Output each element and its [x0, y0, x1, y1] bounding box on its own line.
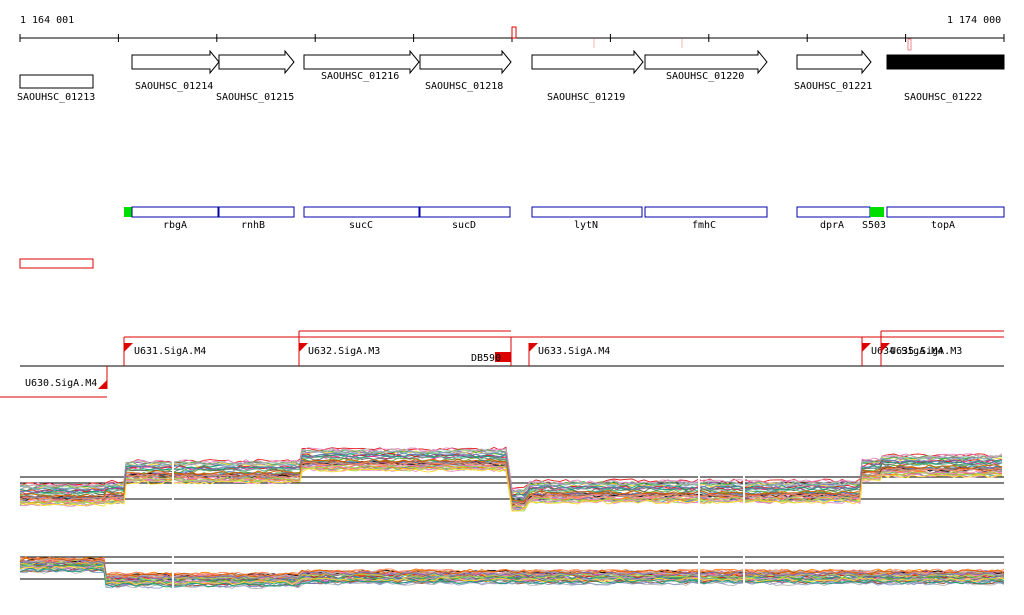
position-marker[interactable]	[907, 38, 912, 51]
tu-flag	[862, 343, 871, 352]
expression-trace	[19, 557, 1005, 578]
annotation-label: lytN	[574, 220, 598, 231]
gene-arrow[interactable]	[419, 49, 512, 75]
annotation-box[interactable]	[531, 206, 643, 218]
gene-label: SAOUHSC_01219	[547, 92, 625, 103]
gene-label: SAOUHSC_01220	[666, 71, 744, 82]
annotation-label: fmhC	[692, 220, 716, 231]
tu-flag	[124, 343, 133, 352]
gene-arrow[interactable]	[644, 49, 768, 75]
gene-arrow[interactable]	[303, 49, 420, 75]
gene-arrow[interactable]	[796, 49, 872, 75]
expression-trace	[19, 448, 1003, 494]
annotation-label: sucC	[349, 220, 373, 231]
gene-box-selected[interactable]	[886, 54, 1005, 70]
expression-trace	[19, 565, 1005, 586]
axis-start-label: 1 164 001	[20, 15, 74, 26]
gene-label: SAOUHSC_01214	[135, 81, 213, 92]
annotation-label: sucD	[452, 220, 476, 231]
panel-gap	[743, 548, 745, 615]
expression-trace	[19, 567, 1005, 588]
annotation-marker[interactable]	[124, 207, 132, 217]
gene-label: SAOUHSC_01221	[794, 81, 872, 92]
tu-flag	[299, 343, 308, 352]
annotation-box[interactable]	[303, 206, 420, 218]
expression-trace	[19, 561, 1005, 582]
coordinate-axis: 1 164 001 1 174 000	[19, 15, 1005, 51]
tu-label: U634.SigA.M4	[871, 346, 943, 357]
annotation-box-srna[interactable]	[870, 207, 884, 217]
gene-label: SAOUHSC_01215	[216, 92, 294, 103]
panel-gap	[698, 440, 700, 510]
panel-gap	[172, 440, 174, 510]
expression-trace	[19, 560, 1005, 580]
gene-arrow[interactable]	[131, 49, 220, 75]
annotation-track: rbgA rnhB sucC sucD lytN fmhC dprA S503 …	[124, 206, 1005, 231]
gene-label: SAOUHSC_01222	[904, 92, 982, 103]
annotation-label: S503	[862, 220, 886, 231]
expression-trace	[19, 452, 1003, 498]
annotation-box[interactable]	[886, 206, 1005, 218]
tu-flag	[881, 343, 890, 352]
tu-label: U630.SigA.M4	[25, 378, 97, 389]
annotation-box[interactable]	[796, 206, 871, 218]
annotation-box[interactable]	[218, 206, 295, 218]
gene-label: SAOUHSC_01213	[17, 92, 95, 103]
expression-trace	[19, 567, 1005, 588]
annotation-box[interactable]	[644, 206, 768, 218]
gene-box[interactable]	[19, 74, 94, 89]
gene-label: SAOUHSC_01218	[425, 81, 503, 92]
db-feature-box[interactable]	[495, 352, 511, 362]
panel-gap	[743, 440, 745, 510]
position-marker[interactable]	[511, 26, 517, 39]
annotation-label: topA	[931, 220, 955, 231]
tu-flag	[529, 343, 538, 352]
axis-end-label: 1 174 000	[947, 15, 1001, 26]
expression-trace	[19, 467, 1003, 512]
tu-label: DB590	[471, 353, 501, 364]
tu-flag	[98, 380, 107, 389]
annotation-box[interactable]	[419, 206, 511, 218]
expression-profile-panel	[19, 548, 1005, 615]
feature-box[interactable]	[19, 258, 94, 269]
gene-arrow[interactable]	[218, 49, 295, 75]
annotation-label: rbgA	[163, 220, 187, 231]
tu-label: U633.SigA.M4	[538, 346, 610, 357]
gene-label: SAOUHSC_01216	[321, 71, 399, 82]
expression-trace	[19, 560, 1005, 580]
panel-gap	[172, 548, 174, 615]
transcription-unit-track: U630.SigA.M4 U631.SigA.M4 U632.SigA.M3 D…	[0, 330, 1004, 398]
annotation-label: rnhB	[241, 220, 265, 231]
tu-label: U631.SigA.M4	[134, 346, 206, 357]
axis-ticks	[19, 34, 1005, 42]
gene-arrow[interactable]	[531, 49, 644, 75]
tu-label: U632.SigA.M3	[308, 346, 380, 357]
expression-trace	[19, 457, 1003, 502]
gene-track: SAOUHSC_01213 SAOUHSC_01214 SAOUHSC_0121…	[17, 49, 1005, 103]
expression-trace	[19, 564, 1004, 584]
expression-profile-panel	[19, 440, 1004, 512]
panel-gap	[698, 548, 700, 615]
annotation-label: dprA	[820, 220, 844, 231]
tu-label: U635.SigA.M3	[890, 346, 962, 357]
annotation-box[interactable]	[131, 206, 219, 218]
